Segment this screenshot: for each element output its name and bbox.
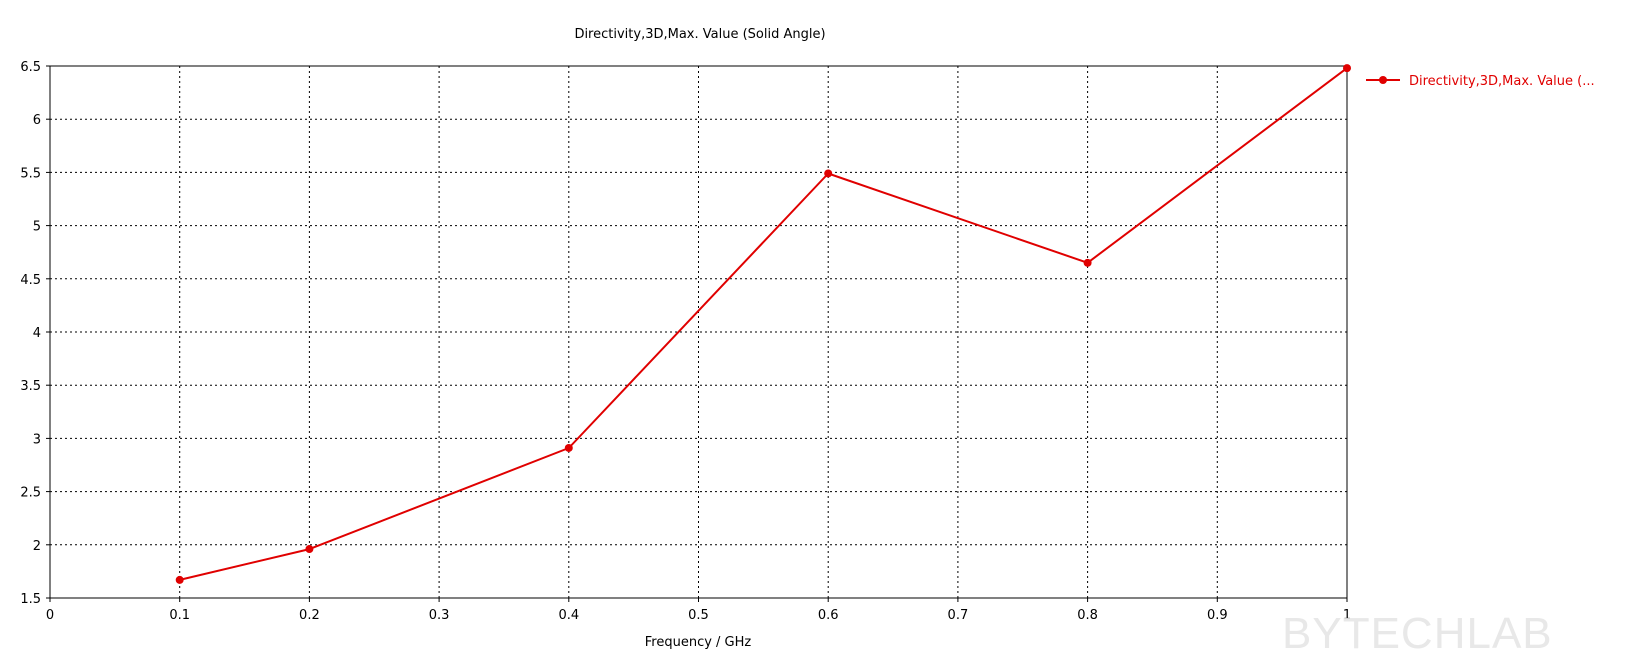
x-tick-label: 0 — [46, 608, 54, 623]
x-tick-label: 0.5 — [688, 608, 709, 623]
data-point — [564, 443, 573, 452]
data-point — [175, 575, 184, 584]
legend-marker — [1379, 76, 1387, 84]
y-axis-ticks: 1.5 2 2.5 3 3.5 4 4.5 5 5.5 6 6.5 — [20, 60, 50, 607]
y-tick-label: 1.5 — [20, 592, 41, 607]
x-tick-label: 0.3 — [429, 608, 450, 623]
data-point — [305, 545, 314, 554]
y-tick-label: 3.5 — [20, 379, 41, 394]
x-tick-label: 0.2 — [299, 608, 320, 623]
x-axis-label: Frequency / GHz — [645, 635, 752, 650]
y-tick-label: 3 — [33, 432, 41, 447]
y-tick-label: 2 — [33, 539, 41, 554]
data-point — [824, 169, 833, 178]
x-tick-label: 0.6 — [818, 608, 839, 623]
legend-label: Directivity,3D,Max. Value (... — [1409, 74, 1595, 89]
x-tick-label: 0.9 — [1207, 608, 1228, 623]
x-tick-label: 0.4 — [558, 608, 579, 623]
y-tick-label: 4 — [33, 326, 41, 341]
data-point — [1343, 64, 1351, 73]
data-point — [1083, 258, 1092, 267]
y-tick-label: 5.5 — [20, 166, 41, 181]
y-tick-label: 2.5 — [20, 486, 41, 501]
y-tick-label: 5 — [33, 220, 41, 235]
x-tick-label: 0.1 — [169, 608, 190, 623]
x-axis-ticks: 0 0.1 0.2 0.3 0.4 0.5 0.6 0.7 0.8 0.9 1 — [46, 598, 1351, 623]
series-layer — [175, 64, 1351, 584]
y-tick-label: 6 — [33, 113, 41, 128]
grid — [50, 66, 1347, 598]
x-tick-label: 0.7 — [948, 608, 969, 623]
legend: Directivity,3D,Max. Value (... — [1366, 74, 1595, 89]
y-tick-label: 6.5 — [20, 60, 41, 75]
series-line — [179, 67, 1348, 581]
watermark: BYTECHLAB — [1282, 609, 1553, 658]
y-tick-label: 4.5 — [20, 273, 41, 288]
chart-title: Directivity,3D,Max. Value (Solid Angle) — [574, 27, 825, 42]
x-tick-label: 0.8 — [1077, 608, 1098, 623]
x-tick-label: 1 — [1343, 608, 1351, 623]
